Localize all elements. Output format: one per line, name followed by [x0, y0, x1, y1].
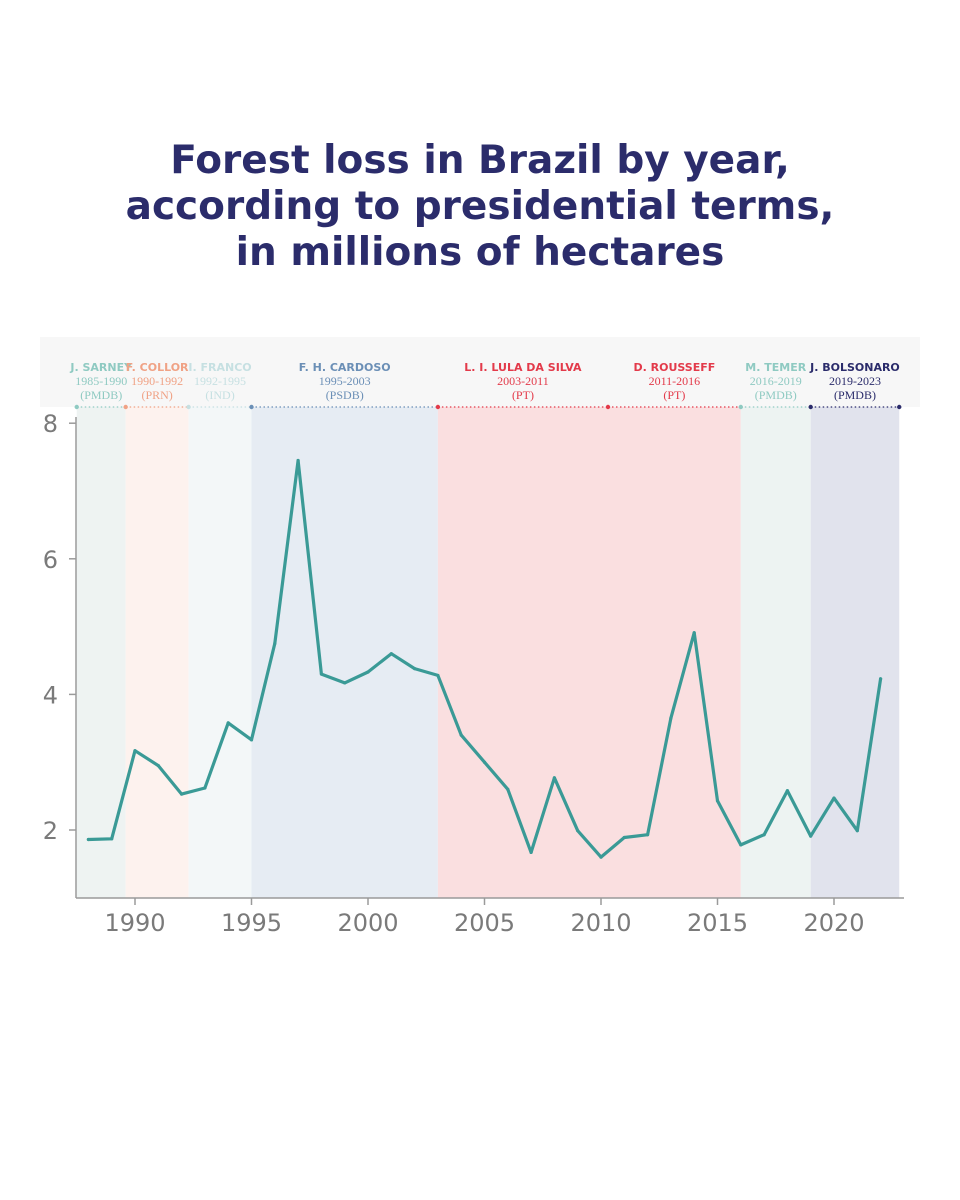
data-point — [110, 837, 114, 841]
term-start-dot — [738, 404, 743, 410]
term-years: 2019-2023 — [829, 374, 881, 388]
term-start-dot — [249, 404, 254, 410]
term-years: 2003-2011 — [497, 374, 549, 388]
term-band — [740, 407, 811, 898]
title-line-2: according to presidential terms, — [125, 184, 835, 229]
data-point — [249, 738, 254, 742]
data-point — [156, 763, 160, 768]
data-point — [343, 681, 347, 685]
data-point — [273, 641, 277, 646]
data-point — [529, 850, 533, 854]
term-president-name: J. BOLSONARO — [809, 361, 900, 374]
data-point — [86, 837, 90, 842]
data-point — [855, 829, 859, 833]
term-start-dot — [605, 404, 611, 410]
data-point — [203, 786, 207, 790]
x-tick-label: 2010 — [570, 909, 631, 937]
term-party: (PSDB) — [326, 388, 364, 402]
term-start-dot — [74, 404, 79, 410]
term-president-name: I. FRANCO — [188, 361, 251, 374]
term-party: (IND) — [205, 388, 234, 402]
data-point — [389, 652, 393, 656]
title-line-1: Forest loss in Brazil by year, — [170, 138, 790, 183]
data-point — [692, 631, 696, 635]
data-point — [482, 760, 487, 764]
data-point — [226, 721, 230, 725]
term-years: 1995-2003 — [319, 374, 371, 388]
term-start-dot — [808, 404, 813, 410]
term-president-name: M. TEMER — [745, 361, 806, 374]
data-point — [296, 458, 300, 463]
data-point — [739, 843, 743, 847]
term-president-name: D. ROUSSEFF — [633, 361, 715, 374]
y-tick-label: 6 — [43, 546, 58, 574]
data-point — [599, 855, 603, 859]
data-point — [785, 789, 790, 793]
term-band — [188, 407, 252, 898]
term-party: (PMDB) — [834, 388, 876, 402]
term-band — [607, 407, 741, 898]
term-band — [437, 407, 608, 898]
term-band — [810, 407, 900, 898]
title-line-3: in millions of hectares — [235, 230, 725, 275]
term-party: (PMDB) — [755, 388, 797, 402]
data-point — [715, 799, 720, 803]
term-years: 2011-2016 — [649, 374, 701, 388]
axes: 2 4 6 8 1990 1995 2000 2005 2010 2015 2020 — [43, 410, 904, 937]
x-tick-label: 2005 — [454, 909, 515, 937]
data-point — [552, 776, 557, 780]
data-point — [366, 670, 370, 674]
data-point — [646, 833, 650, 837]
y-tick-label: 2 — [43, 817, 58, 845]
data-point — [622, 835, 626, 840]
term-end-dot — [897, 404, 902, 410]
data-point — [319, 672, 323, 676]
data-point — [506, 787, 510, 791]
term-bands — [40, 337, 920, 898]
y-tick-label: 4 — [43, 681, 58, 709]
x-tick-label: 2000 — [337, 909, 398, 937]
term-party: (PT) — [512, 388, 534, 402]
term-years: 1990-1992 — [131, 374, 183, 388]
term-years: 2016-2019 — [750, 374, 802, 388]
term-president-name: F. COLLOR — [126, 361, 189, 374]
data-point — [180, 792, 184, 796]
data-point — [436, 673, 440, 678]
term-band — [125, 407, 189, 898]
term-band — [76, 407, 126, 898]
x-tick-label: 2015 — [687, 909, 748, 937]
data-point — [669, 716, 673, 720]
data-point — [832, 796, 836, 800]
x-tick-label: 1990 — [104, 909, 165, 937]
term-start-dot — [435, 404, 441, 410]
term-president-name: J. SARNEY — [69, 361, 133, 374]
chart-title: Forest loss in Brazil by year, according… — [0, 138, 960, 276]
data-point — [413, 667, 417, 671]
data-point — [762, 833, 766, 837]
data-point — [809, 834, 813, 838]
data-point — [576, 829, 580, 833]
series — [86, 458, 883, 859]
term-president-name: L. I. LULA DA SILVA — [464, 361, 582, 374]
term-party: (PT) — [663, 388, 685, 402]
data-point — [879, 677, 883, 681]
term-party: (PRN) — [141, 388, 172, 402]
term-start-dot — [123, 404, 128, 410]
term-years: 1992-1995 — [194, 374, 246, 388]
term-band — [251, 407, 438, 898]
term-start-dot — [186, 404, 191, 410]
term-president-name: F. H. CARDOSO — [299, 361, 391, 374]
y-tick-label: 8 — [43, 410, 58, 438]
term-years: 1985-1990 — [75, 374, 127, 388]
label-strip — [40, 337, 920, 407]
x-tick-label: 1995 — [221, 909, 282, 937]
x-tick-label: 2020 — [803, 909, 864, 937]
data-point — [459, 733, 463, 737]
term-party: (PMDB) — [80, 388, 122, 402]
data-point — [133, 749, 137, 753]
